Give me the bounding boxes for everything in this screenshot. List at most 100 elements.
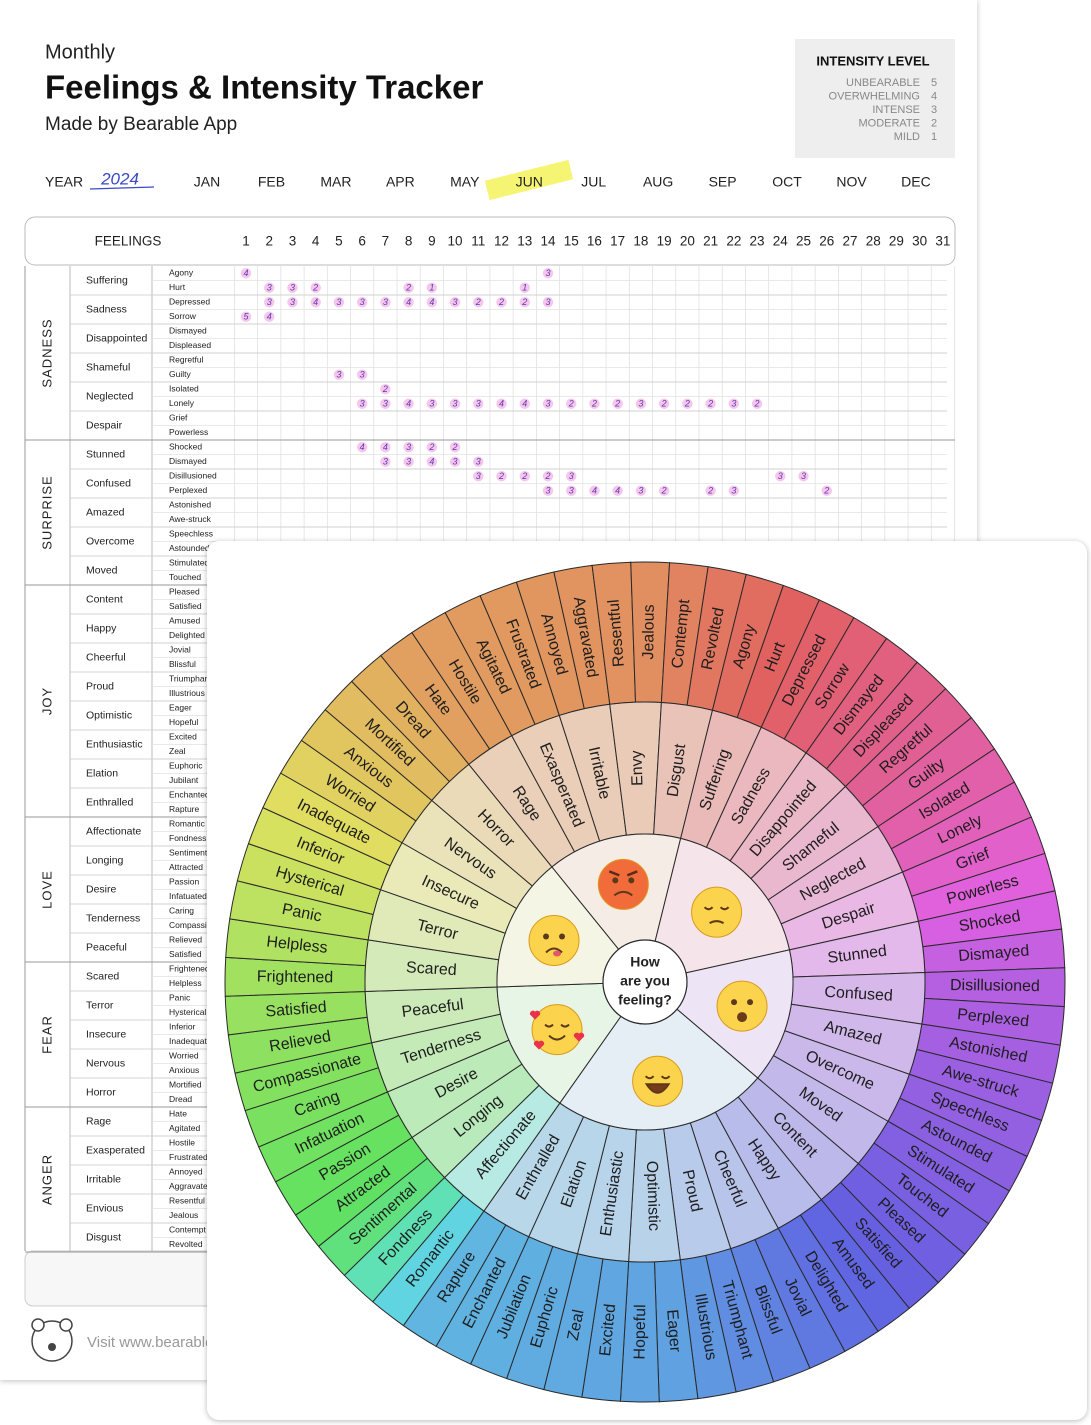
emoji xyxy=(632,1055,684,1107)
intensity-entry: 3 xyxy=(406,457,411,467)
intensity-dot xyxy=(496,297,507,308)
emoji-eye xyxy=(543,933,550,940)
intensity-dot xyxy=(542,398,554,409)
intensity-dot xyxy=(519,471,530,482)
emoji-eye xyxy=(747,999,754,1006)
sub-feeling: Aggravated xyxy=(169,1181,213,1191)
emoji-face xyxy=(716,980,768,1032)
sub-feeling: Passion xyxy=(169,877,200,887)
center-circle xyxy=(602,939,688,1025)
emoji-heart xyxy=(533,1040,545,1050)
intensity-entry: 2 xyxy=(661,399,667,409)
emoji-mouth xyxy=(737,1012,748,1023)
intensity-dot xyxy=(566,471,577,482)
sub-feeling: Delighted xyxy=(169,630,205,640)
sub-feeling: Dismayed xyxy=(169,326,207,336)
intensity-entry: 2 xyxy=(475,297,481,307)
intensity-dot xyxy=(658,398,670,409)
day-header: 15 xyxy=(564,234,579,249)
table-header xyxy=(24,216,956,266)
intensity-entry: 3 xyxy=(383,297,388,307)
day-header: 31 xyxy=(935,234,950,249)
intensity-entry: 2 xyxy=(754,399,760,409)
sub-feeling: Satisfied xyxy=(169,601,202,611)
emoji xyxy=(716,980,768,1032)
sub-feeling: Revolted xyxy=(169,1239,203,1249)
sub-feeling: Eager xyxy=(169,703,192,713)
sub-feeling: Stimulated xyxy=(169,558,209,568)
day-header: 9 xyxy=(428,234,436,249)
intensity-entry: 3 xyxy=(336,370,341,380)
intensity-entry: 3 xyxy=(476,471,481,481)
intensity-dot xyxy=(380,297,391,308)
day-header: 21 xyxy=(703,234,718,249)
intensity-dot xyxy=(380,398,391,409)
sub-feeling: Hostile xyxy=(169,1138,195,1148)
emoji-eye xyxy=(559,933,566,940)
day-header: 3 xyxy=(289,234,297,249)
day-header: 10 xyxy=(448,234,463,249)
feeling: Scared xyxy=(86,970,119,982)
emoji-tongue xyxy=(553,950,562,957)
intensity-dot xyxy=(287,282,298,293)
intensity-entry: 4 xyxy=(406,297,411,307)
intensity-entry: 5 xyxy=(243,312,249,322)
sub-feeling: Resentful xyxy=(169,1196,205,1206)
intensity-entry: 2 xyxy=(614,399,620,409)
intensity-dot xyxy=(264,282,275,293)
sub-feeling: Triumphant xyxy=(169,674,212,684)
wheel-label: Optimistic xyxy=(643,1160,662,1231)
sub-feeling: Shocked xyxy=(169,442,202,452)
intensity-entry: 4 xyxy=(406,399,411,409)
sub-feeling: Isolated xyxy=(169,384,199,394)
sub-feeling: Inadequate xyxy=(169,1036,212,1046)
sub-feeling: Amused xyxy=(169,616,200,626)
intensity-entry: 3 xyxy=(638,486,643,496)
sub-feeling: Compassionate xyxy=(169,920,228,930)
feeling: Suffering xyxy=(86,274,128,286)
month: JUL xyxy=(581,174,606,190)
sub-feeling: Fondness xyxy=(169,833,206,843)
intensity-dot xyxy=(264,311,275,322)
intensity-entry: 3 xyxy=(453,297,458,307)
intensity-dot xyxy=(333,297,345,308)
emoji xyxy=(597,858,649,910)
intensity-entry: 3 xyxy=(336,297,341,307)
intensity-dot xyxy=(380,456,391,467)
intensity-value: 1 xyxy=(931,131,937,143)
feeling: Overcome xyxy=(86,535,135,547)
month: MAY xyxy=(450,174,480,190)
feeling: Rage xyxy=(86,1115,111,1127)
intensity-dot xyxy=(728,398,740,409)
intensity-dot xyxy=(449,398,461,409)
day-header: 14 xyxy=(540,234,556,249)
feeling: Horror xyxy=(86,1086,116,1098)
center-text: are you xyxy=(620,973,670,989)
intensity-entry: 3 xyxy=(545,268,550,278)
feelings-header: FEELINGS xyxy=(95,234,162,249)
emoji-face xyxy=(531,1004,583,1056)
intensity-entry: 4 xyxy=(615,486,620,496)
intensity-value: 4 xyxy=(931,90,937,102)
center-text: feeling? xyxy=(618,992,672,1008)
group-label: SURPRISE xyxy=(39,475,54,549)
sub-feeling: Annoyed xyxy=(169,1167,203,1177)
day-header: 13 xyxy=(517,234,532,249)
intensity-dot xyxy=(380,442,391,453)
emoji-face xyxy=(597,858,649,910)
intensity-entry: 3 xyxy=(778,471,783,481)
intensity-dot xyxy=(356,398,368,409)
footer-text: Visit www.bearable.app xyxy=(87,1334,243,1351)
intensity-dot xyxy=(542,485,554,496)
intensity-dot xyxy=(566,398,577,409)
day-header: 5 xyxy=(335,234,343,249)
intensity-dot xyxy=(426,456,438,467)
day-header: 17 xyxy=(610,234,625,249)
sub-feeling: Illustrious xyxy=(169,688,205,698)
day-header: 20 xyxy=(680,234,695,249)
intensity-dot xyxy=(449,442,461,453)
intensity-entry: 3 xyxy=(801,471,806,481)
emoji-eye xyxy=(544,1023,570,1028)
intensity-dot xyxy=(426,398,438,409)
